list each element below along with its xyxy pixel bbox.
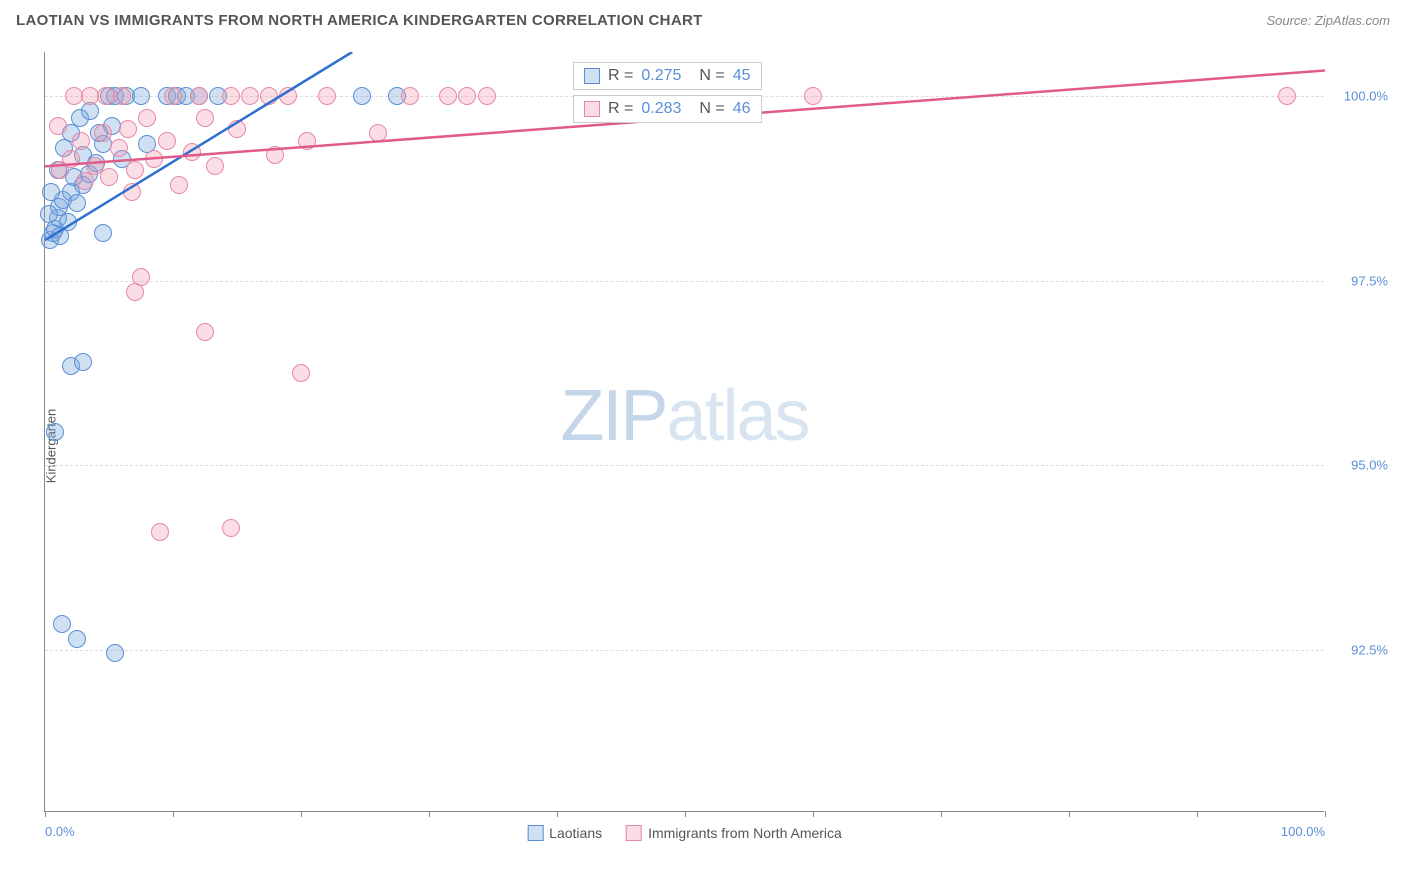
scatter-point	[68, 194, 86, 212]
scatter-point	[151, 523, 169, 541]
scatter-point	[478, 87, 496, 105]
scatter-point	[241, 87, 259, 105]
scatter-point	[196, 109, 214, 127]
scatter-point	[132, 87, 150, 105]
scatter-point	[206, 157, 224, 175]
swatch-icon	[527, 825, 543, 841]
scatter-point	[439, 87, 457, 105]
y-tick-label: 92.5%	[1332, 642, 1388, 657]
scatter-point	[123, 183, 141, 201]
x-tick	[1197, 811, 1198, 817]
x-tick-label: 100.0%	[1281, 824, 1325, 839]
scatter-point	[401, 87, 419, 105]
x-tick	[45, 811, 46, 817]
scatter-point	[65, 87, 83, 105]
stats-box: R = 0.275 N = 45	[573, 62, 762, 90]
scatter-point	[40, 205, 58, 223]
scatter-point	[126, 283, 144, 301]
scatter-point	[353, 87, 371, 105]
legend-label: Laotians	[549, 825, 602, 841]
scatter-point	[138, 109, 156, 127]
legend-item: Laotians	[527, 825, 602, 841]
legend-item: Immigrants from North America	[626, 825, 842, 841]
x-tick	[1069, 811, 1070, 817]
stat-r-label: R =	[608, 67, 633, 85]
stat-r-label: R =	[608, 100, 633, 118]
y-tick-label: 95.0%	[1332, 458, 1388, 473]
x-tick	[813, 811, 814, 817]
scatter-point	[318, 87, 336, 105]
legend: Laotians Immigrants from North America	[527, 825, 842, 841]
scatter-point	[94, 224, 112, 242]
x-tick	[557, 811, 558, 817]
scatter-point	[126, 161, 144, 179]
gridline	[45, 465, 1324, 466]
scatter-point	[119, 120, 137, 138]
scatter-point	[81, 87, 99, 105]
x-tick	[429, 811, 430, 817]
x-tick	[173, 811, 174, 817]
gridline	[45, 281, 1324, 282]
chart-area: ZIPatlas Laotians Immigrants from North A…	[44, 52, 1390, 842]
scatter-point	[804, 87, 822, 105]
scatter-point	[94, 124, 112, 142]
scatter-point	[74, 353, 92, 371]
x-tick	[941, 811, 942, 817]
x-tick	[301, 811, 302, 817]
stat-n-label: N =	[699, 100, 724, 118]
scatter-point	[458, 87, 476, 105]
scatter-point	[260, 87, 278, 105]
y-tick-label: 100.0%	[1332, 89, 1388, 104]
swatch-icon	[626, 825, 642, 841]
scatter-point	[62, 150, 80, 168]
scatter-point	[42, 183, 60, 201]
x-tick	[1325, 811, 1326, 817]
stat-n-value: 46	[733, 100, 751, 118]
trend-line	[45, 52, 1325, 812]
scatter-point	[298, 132, 316, 150]
scatter-point	[1278, 87, 1296, 105]
scatter-point	[72, 132, 90, 150]
scatter-point	[183, 143, 201, 161]
chart-title: LAOTIAN VS IMMIGRANTS FROM NORTH AMERICA…	[16, 12, 703, 29]
x-tick-label: 0.0%	[45, 824, 75, 839]
y-tick-label: 97.5%	[1332, 273, 1388, 288]
scatter-point	[190, 87, 208, 105]
stat-r-value: 0.275	[641, 67, 681, 85]
scatter-point	[279, 87, 297, 105]
stat-n-value: 45	[733, 67, 751, 85]
watermark: ZIPatlas	[560, 375, 808, 457]
scatter-point	[266, 146, 284, 164]
stats-box: R = 0.283 N = 46	[573, 95, 762, 123]
scatter-point	[106, 644, 124, 662]
scatter-point	[113, 87, 131, 105]
trend-line	[45, 52, 1325, 812]
scatter-point	[158, 132, 176, 150]
legend-label: Immigrants from North America	[648, 825, 842, 841]
scatter-point	[196, 323, 214, 341]
scatter-point	[292, 364, 310, 382]
scatter-point	[145, 150, 163, 168]
scatter-point	[228, 120, 246, 138]
swatch-icon	[584, 101, 600, 117]
scatter-point	[164, 87, 182, 105]
scatter-point	[53, 615, 71, 633]
scatter-point	[100, 168, 118, 186]
scatter-point	[222, 87, 240, 105]
scatter-point	[46, 423, 64, 441]
stat-r-value: 0.283	[641, 100, 681, 118]
scatter-point	[222, 519, 240, 537]
scatter-point	[59, 213, 77, 231]
scatter-point	[68, 630, 86, 648]
swatch-icon	[584, 68, 600, 84]
scatter-point	[49, 117, 67, 135]
x-tick	[685, 811, 686, 817]
gridline	[45, 650, 1324, 651]
scatter-point	[170, 176, 188, 194]
source-label: Source: ZipAtlas.com	[1266, 13, 1390, 28]
scatter-point	[369, 124, 387, 142]
stat-n-label: N =	[699, 67, 724, 85]
plot: ZIPatlas LaotiansImmigrants from North A…	[44, 52, 1324, 812]
scatter-point	[110, 139, 128, 157]
